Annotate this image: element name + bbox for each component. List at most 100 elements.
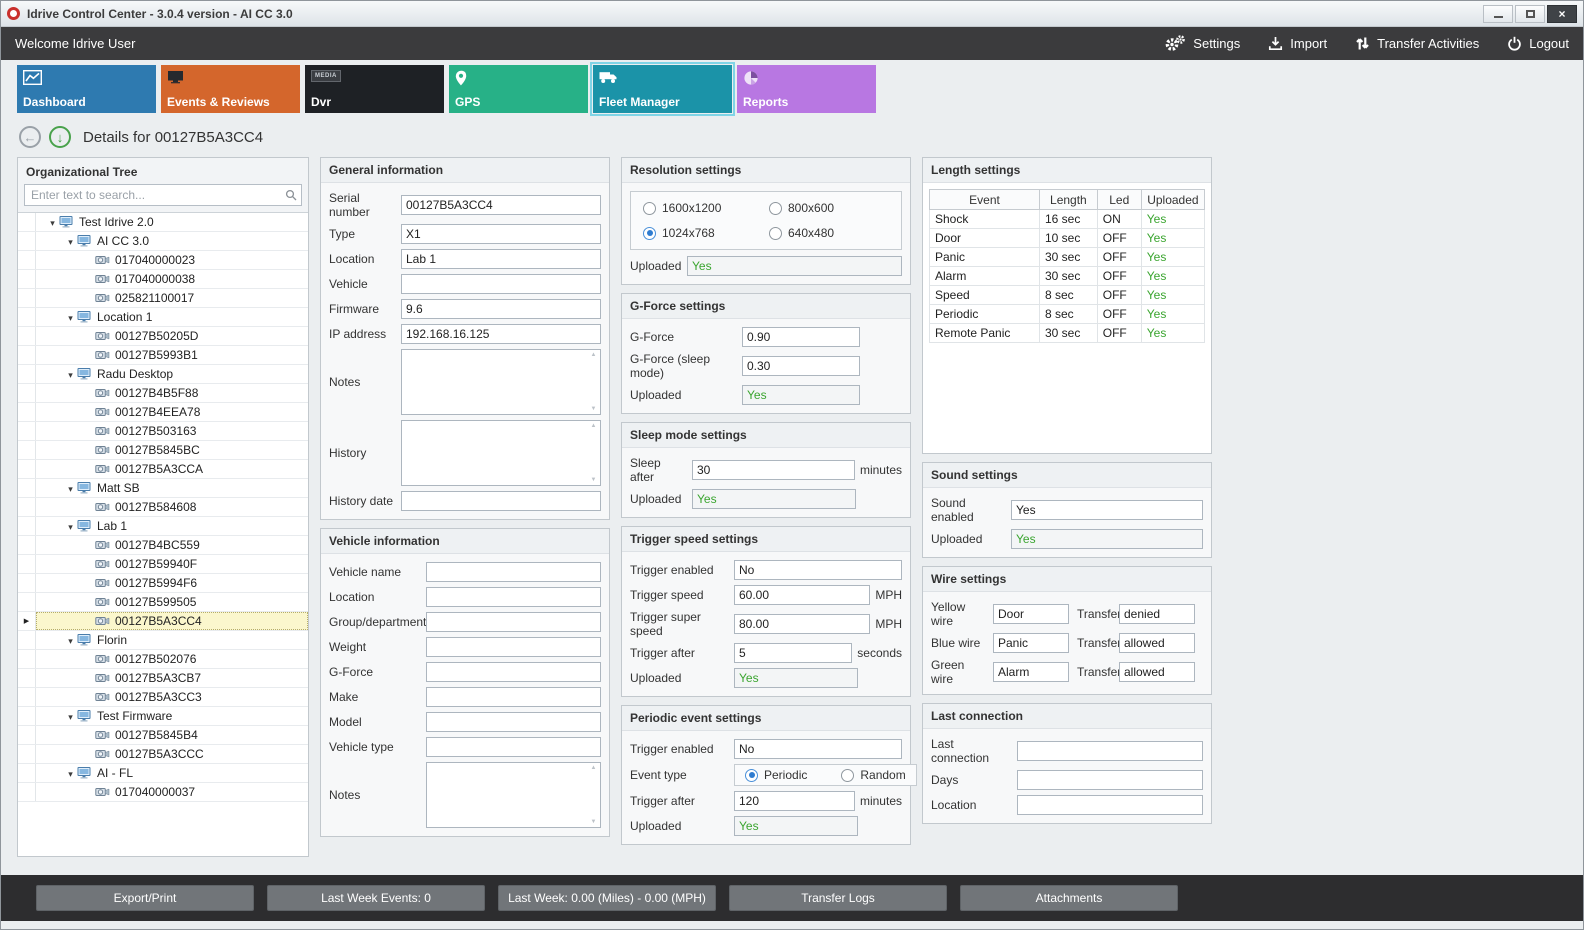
radio-random[interactable]: Random [841, 768, 906, 782]
make-input[interactable] [426, 687, 601, 707]
tab-dvr[interactable]: MEDIA Dvr [305, 65, 444, 113]
tree-item-017040000023[interactable]: 017040000023 [18, 251, 308, 270]
location-input[interactable] [1017, 795, 1203, 815]
tree-item-017040000037[interactable]: 017040000037 [18, 783, 308, 802]
tree-item-00127b5a3cca[interactable]: 00127B5A3CCA [18, 460, 308, 479]
weight-input[interactable] [426, 637, 601, 657]
collapse-icon[interactable] [64, 311, 77, 323]
tree-item-00127b502076[interactable]: 00127B502076 [18, 650, 308, 669]
collapse-icon[interactable] [64, 368, 77, 380]
collapse-icon[interactable] [64, 482, 77, 494]
radio-1600x1200[interactable]: 1600x1200 [643, 201, 763, 215]
tree-search-input[interactable] [24, 184, 302, 206]
vehicle-input[interactable] [401, 274, 601, 294]
scroll-down-button[interactable] [49, 126, 71, 148]
tree-item-ai-cc-3-0[interactable]: AI CC 3.0 [18, 232, 308, 251]
tree-item-00127b5a3cb7[interactable]: 00127B5A3CB7 [18, 669, 308, 688]
logout-button[interactable]: Logout [1507, 36, 1569, 51]
green-wire-input[interactable] [993, 662, 1069, 682]
tree-item-00127b5a3ccc[interactable]: 00127B5A3CCC [18, 745, 308, 764]
location-input[interactable] [426, 587, 601, 607]
uploaded-value[interactable] [692, 489, 856, 509]
tree-item-ai-fl[interactable]: AI - FL [18, 764, 308, 783]
location-input[interactable] [401, 249, 601, 269]
attachments-button[interactable]: Attachments [960, 885, 1178, 911]
last-week-0-00-miles-0-00-mph-button[interactable]: Last Week: 0.00 (Miles) - 0.00 (MPH) [498, 885, 716, 911]
export-print-button[interactable]: Export/Print [36, 885, 254, 911]
collapse-icon[interactable] [46, 216, 59, 228]
tree-item-00127b50205d[interactable]: 00127B50205D [18, 327, 308, 346]
sleep-after-input[interactable] [692, 460, 855, 480]
radio-640x480[interactable]: 640x480 [769, 226, 889, 240]
group-department-input[interactable] [426, 612, 601, 632]
notes-textarea[interactable] [426, 762, 601, 828]
blue-wire-transfer-input[interactable] [1119, 633, 1195, 653]
trigger-super-speed-input[interactable] [734, 614, 871, 634]
minimize-button[interactable] [1483, 4, 1513, 23]
uploaded-value[interactable] [1011, 529, 1203, 549]
history-textarea[interactable] [401, 420, 601, 486]
history-date-input[interactable] [401, 491, 601, 511]
settings-button[interactable]: Settings [1164, 35, 1240, 52]
transfer-logs-button[interactable]: Transfer Logs [729, 885, 947, 911]
uploaded-value[interactable] [734, 816, 858, 836]
g-force-sleep-mode-input[interactable] [742, 356, 860, 376]
yellow-wire-input[interactable] [993, 604, 1069, 624]
uploaded-value[interactable] [742, 385, 860, 405]
tree-item-radu-desktop[interactable]: Radu Desktop [18, 365, 308, 384]
transfer-activities-button[interactable]: Transfer Activities [1355, 36, 1479, 51]
tree-item-025821100017[interactable]: 025821100017 [18, 289, 308, 308]
radio-periodic[interactable]: Periodic [745, 768, 807, 782]
tree-item-00127b584608[interactable]: 00127B584608 [18, 498, 308, 517]
maximize-button[interactable] [1515, 4, 1545, 23]
model-input[interactable] [426, 712, 601, 732]
tree-item-017040000038[interactable]: 017040000038 [18, 270, 308, 289]
tree-item-00127b5994f6[interactable]: 00127B5994F6 [18, 574, 308, 593]
trigger-enabled-input[interactable] [734, 560, 902, 580]
radio-800x600[interactable]: 800x600 [769, 201, 889, 215]
uploaded-value[interactable] [687, 256, 902, 276]
tree-item-florin[interactable]: Florin [18, 631, 308, 650]
trigger-after-input[interactable] [734, 791, 855, 811]
tree-item-00127b5a3cc4[interactable]: 00127B5A3CC4 [18, 612, 308, 631]
firmware-input[interactable] [401, 299, 601, 319]
last-week-events-0-button[interactable]: Last Week Events: 0 [267, 885, 485, 911]
trigger-speed-input[interactable] [734, 585, 871, 605]
tree-item-test-idrive-2-0[interactable]: Test Idrive 2.0 [18, 213, 308, 232]
tree-item-test-firmware[interactable]: Test Firmware [18, 707, 308, 726]
g-force-input[interactable] [742, 327, 860, 347]
close-button[interactable] [1547, 4, 1577, 23]
tree-item-00127b5a3cc3[interactable]: 00127B5A3CC3 [18, 688, 308, 707]
collapse-icon[interactable] [64, 520, 77, 532]
collapse-icon[interactable] [64, 235, 77, 247]
yellow-wire-transfer-input[interactable] [1119, 604, 1195, 624]
radio-1024x768[interactable]: 1024x768 [643, 226, 763, 240]
vehicle-name-input[interactable] [426, 562, 601, 582]
days-input[interactable] [1017, 770, 1203, 790]
tree-item-location-1[interactable]: Location 1 [18, 308, 308, 327]
tab-gps[interactable]: GPS [449, 65, 588, 113]
last-connection-input[interactable] [1017, 741, 1203, 761]
tab-events-reviews[interactable]: Events & Reviews [161, 65, 300, 113]
tree-item-00127b4bc559[interactable]: 00127B4BC559 [18, 536, 308, 555]
notes-textarea[interactable] [401, 349, 601, 415]
tab-dashboard[interactable]: Dashboard [17, 65, 156, 113]
tree-item-00127b4eea78[interactable]: 00127B4EEA78 [18, 403, 308, 422]
type-input[interactable] [401, 224, 601, 244]
g-force-input[interactable] [426, 662, 601, 682]
green-wire-transfer-input[interactable] [1119, 662, 1195, 682]
uploaded-value[interactable] [734, 668, 858, 688]
tree-item-lab-1[interactable]: Lab 1 [18, 517, 308, 536]
sound-enabled-input[interactable] [1011, 500, 1203, 520]
collapse-icon[interactable] [64, 710, 77, 722]
trigger-after-input[interactable] [734, 643, 853, 663]
tree-item-00127b599505[interactable]: 00127B599505 [18, 593, 308, 612]
tree-item-00127b59940f[interactable]: 00127B59940F [18, 555, 308, 574]
tab-reports[interactable]: Reports [737, 65, 876, 113]
tree-item-00127b5845b4[interactable]: 00127B5845B4 [18, 726, 308, 745]
back-button[interactable] [19, 126, 41, 148]
vehicle-type-input[interactable] [426, 737, 601, 757]
blue-wire-input[interactable] [993, 633, 1069, 653]
serial-number-input[interactable] [401, 195, 601, 215]
ip-address-input[interactable] [401, 324, 601, 344]
